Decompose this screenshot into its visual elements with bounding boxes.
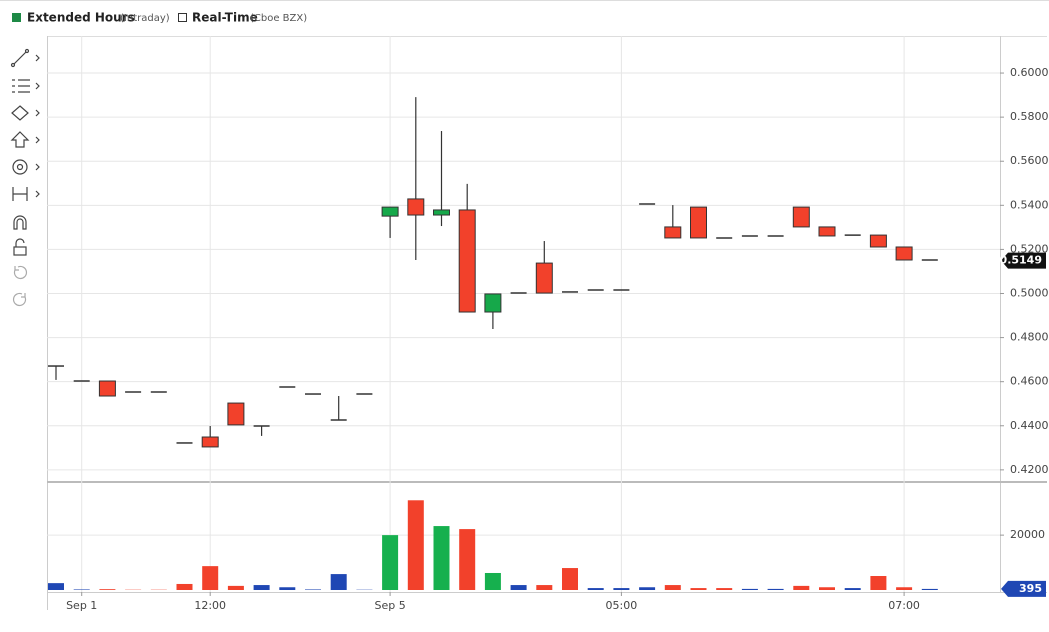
- volume-bar: [73, 589, 90, 590]
- volume-bar: [48, 583, 64, 590]
- candle-body: [98, 380, 116, 397]
- tool-trendline[interactable]: [10, 48, 40, 68]
- candle-body: [818, 226, 836, 237]
- volume-bar: [484, 572, 501, 590]
- tool-redo[interactable]: [12, 292, 27, 307]
- last-volume-badge: [1001, 580, 1046, 597]
- candle-body: [690, 206, 707, 239]
- volume-bar: [639, 587, 656, 590]
- last-price-badge: [1001, 252, 1046, 269]
- volume-bar: [793, 585, 810, 590]
- candle-body: [407, 198, 425, 216]
- volume-bar: [510, 585, 527, 590]
- volume-bar: [305, 589, 321, 590]
- y-tick-label: 0.5800: [1010, 110, 1049, 123]
- volume-bar: [767, 588, 784, 590]
- y-tick-label: 0.5400: [1010, 198, 1049, 211]
- last-volume-label: 395: [1019, 582, 1042, 595]
- y-tick-label: 0.6000: [1010, 66, 1049, 79]
- volume-bar: [921, 588, 938, 590]
- volume-bar: [844, 588, 861, 590]
- volume-bar: [870, 576, 887, 590]
- legend-note: (Cboe BZX): [250, 13, 307, 24]
- legend-note: (Intraday): [120, 13, 170, 24]
- candle-body: [484, 293, 502, 313]
- volume-bar: [896, 587, 913, 590]
- volume-bar: [587, 588, 604, 590]
- legend-label: Real-Time: [192, 11, 258, 25]
- volume-bar: [99, 589, 116, 590]
- volume-bar: [279, 587, 296, 590]
- legend: Extended Hours (Intraday) Real-Time (Cbo…: [12, 11, 307, 25]
- y-tick-label: 0.4200: [1010, 463, 1049, 476]
- candle-body: [869, 234, 887, 248]
- y-tick-label: 0.5600: [1010, 154, 1049, 167]
- x-tick-label: 07:00: [888, 599, 920, 612]
- tool-undo[interactable]: [13, 265, 28, 280]
- volume-bar: [382, 535, 399, 590]
- volume-bar: [176, 583, 193, 590]
- volume-bar: [613, 588, 630, 590]
- volume-bar: [407, 500, 424, 590]
- volume-bar: [716, 588, 733, 590]
- volume-bar: [664, 585, 681, 590]
- y-tick-label: 0.5200: [1010, 242, 1049, 255]
- y-tick-label: 0.4600: [1010, 375, 1049, 388]
- last-price-label: 0.5149: [1000, 254, 1042, 267]
- volume-bar: [459, 529, 476, 590]
- x-tick-label: Sep 1: [66, 599, 97, 612]
- y-tick-label: 0.4800: [1010, 331, 1049, 344]
- y-tick-label: 20000: [1010, 528, 1045, 541]
- tool-lock[interactable]: [13, 238, 27, 256]
- volume-bar: [741, 588, 758, 590]
- volume-bar: [433, 526, 450, 590]
- volume-bar: [690, 588, 707, 590]
- legend-label: Extended Hours: [27, 11, 135, 25]
- tool-measure[interactable]: [12, 187, 40, 201]
- volume-bar: [562, 568, 578, 590]
- tool-shape[interactable]: [11, 105, 40, 121]
- tool-text[interactable]: [12, 159, 40, 175]
- x-tick-label: Sep 5: [374, 599, 405, 612]
- candle-body: [895, 246, 913, 261]
- candle-body: [458, 209, 476, 313]
- volume-bar: [202, 566, 219, 590]
- candle-body: [664, 226, 682, 239]
- tool-fib[interactable]: [12, 79, 40, 93]
- toolbar: [10, 48, 40, 307]
- legend-swatch: [12, 13, 21, 22]
- y-tick-label: 0.5000: [1010, 287, 1049, 300]
- volume-bar: [253, 585, 270, 590]
- candle-body: [535, 262, 553, 294]
- tool-magnet[interactable]: [13, 215, 27, 230]
- candle-body: [792, 206, 810, 228]
- x-tick-label: 12:00: [194, 599, 226, 612]
- volume-bar: [536, 585, 553, 590]
- volume-bar: [330, 574, 347, 590]
- candle-body: [433, 209, 450, 216]
- x-tick-label: 05:00: [606, 599, 638, 612]
- legend-checkbox[interactable]: [178, 13, 187, 22]
- tool-arrow[interactable]: [10, 131, 40, 148]
- y-tick-label: 0.4400: [1010, 419, 1049, 432]
- candle-body: [227, 402, 245, 426]
- volume-bar: [819, 587, 835, 590]
- candle-body: [381, 206, 399, 217]
- volume-bar: [227, 585, 244, 590]
- candle-body: [201, 436, 219, 448]
